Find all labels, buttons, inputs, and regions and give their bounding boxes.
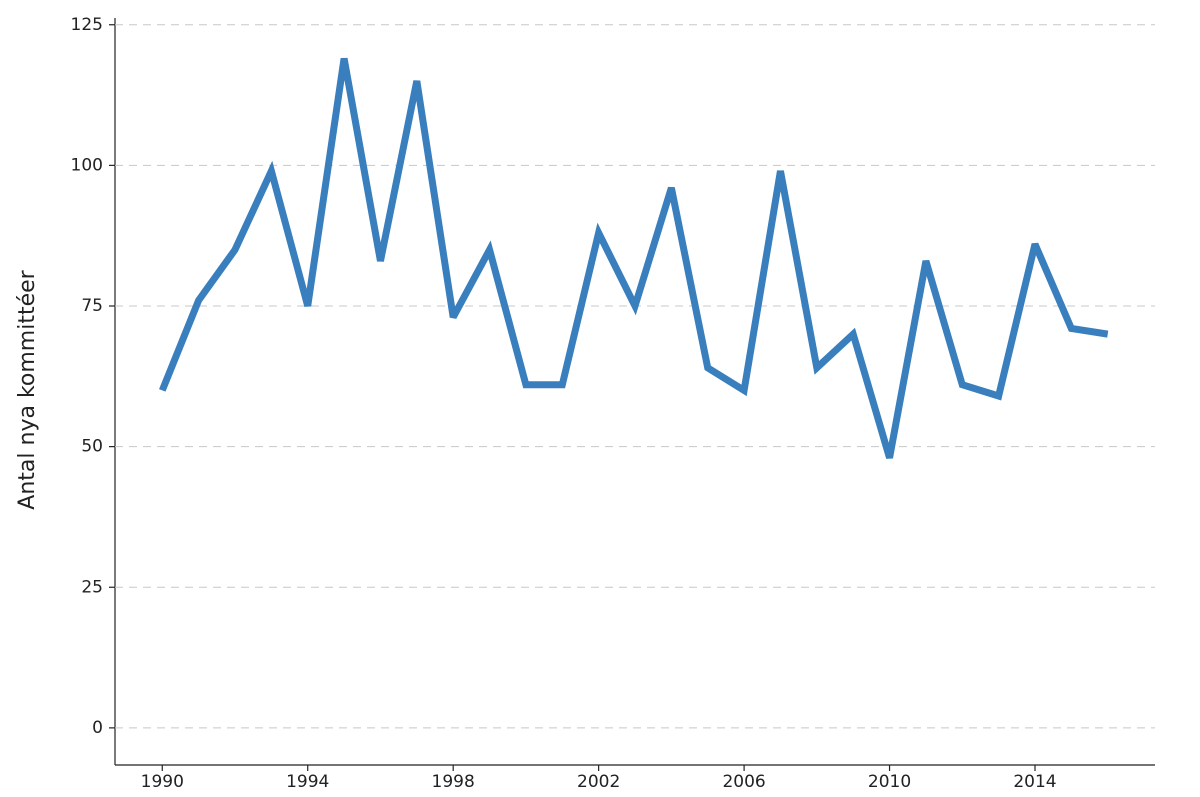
x-tick-label: 1998 <box>432 772 475 792</box>
y-tick-label: 100 <box>71 155 103 175</box>
x-tick-label: 2006 <box>722 772 765 792</box>
line <box>159 57 1109 459</box>
x-tick-label: 1990 <box>141 772 184 792</box>
x-tick-label: 2014 <box>1013 772 1056 792</box>
x-tick-label: 2002 <box>577 772 620 792</box>
y-tick-label: 50 <box>81 437 103 457</box>
y-tick-label: 75 <box>81 296 103 316</box>
y-tick-label: 0 <box>92 718 103 738</box>
y-tick-label: 25 <box>81 577 103 597</box>
y-axis-label: Antal nya kommittéer <box>15 269 40 509</box>
y-tick-label: 125 <box>71 15 103 35</box>
x-tick-label: 1994 <box>286 772 329 792</box>
x-tick-label: 2010 <box>868 772 911 792</box>
